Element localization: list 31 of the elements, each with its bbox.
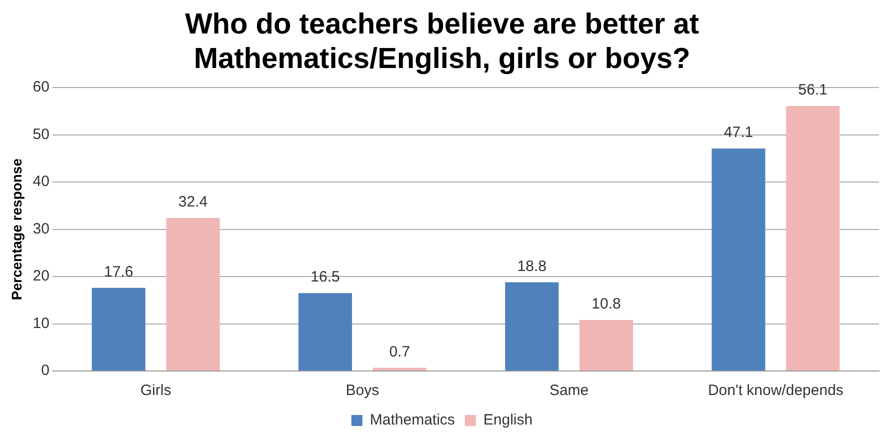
bar — [579, 320, 634, 370]
x-tick-label: Don't know/depends — [708, 382, 844, 400]
data-label: 56.1 — [798, 82, 828, 99]
data-label: 10.8 — [592, 296, 621, 313]
bar — [298, 293, 352, 370]
y-tick-label: 0 — [41, 362, 50, 380]
y-tick-label: 20 — [32, 268, 50, 285]
data-label: 16.5 — [310, 268, 340, 286]
data-label: 47.1 — [724, 124, 754, 142]
data-label: 17.6 — [104, 264, 134, 281]
legend-label: Mathematics — [370, 412, 455, 429]
data-label: 32.4 — [178, 194, 208, 211]
data-label: 0.7 — [389, 343, 410, 360]
data-label: 18.8 — [517, 258, 546, 275]
y-tick-label: 50 — [32, 126, 50, 143]
bar — [372, 368, 426, 370]
bar — [166, 218, 220, 370]
y-tick-label: 30 — [32, 220, 50, 238]
y-tick-label: 40 — [32, 173, 50, 190]
y-axis-title: Percentage response — [8, 158, 24, 300]
bar — [712, 148, 766, 370]
x-tick-label: Same — [549, 382, 589, 400]
bar — [786, 106, 840, 370]
y-tick-label: 10 — [32, 314, 50, 332]
x-tick-label: Girls — [140, 382, 172, 400]
legend-label: English — [483, 412, 533, 429]
y-tick-label: 60 — [32, 78, 50, 96]
bar — [92, 288, 146, 370]
x-tick-label: Boys — [346, 382, 380, 400]
chart-title: Who do teachers believe are better at Mathematics/English, girls or boys? — [184, 8, 700, 76]
bar — [505, 282, 559, 370]
